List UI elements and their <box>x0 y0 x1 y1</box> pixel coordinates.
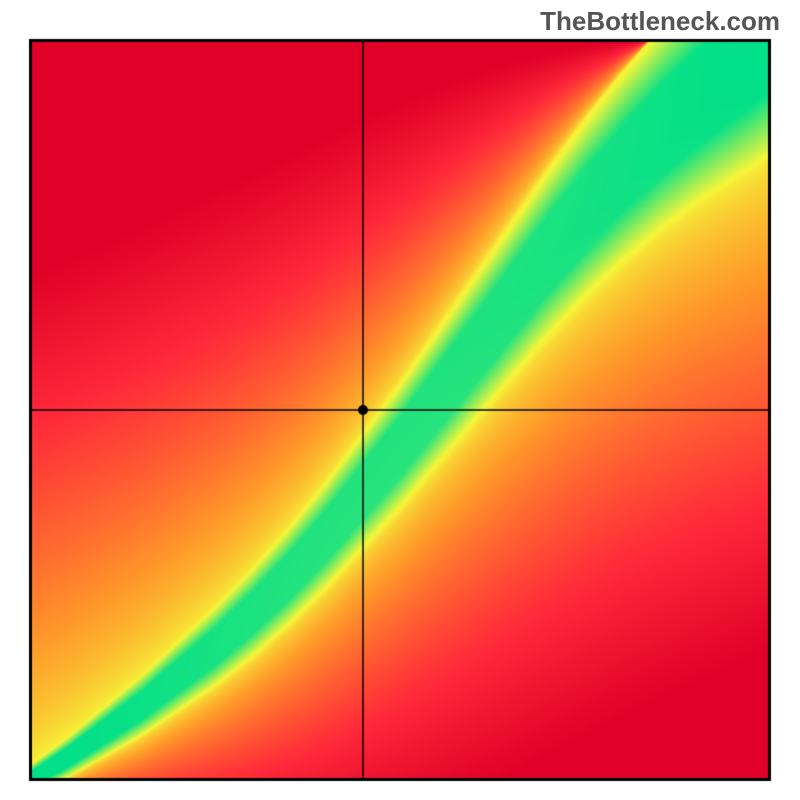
watermark-text: TheBottleneck.com <box>540 6 780 37</box>
chart-container: TheBottleneck.com <box>0 0 800 800</box>
bottleneck-heatmap <box>0 0 800 800</box>
